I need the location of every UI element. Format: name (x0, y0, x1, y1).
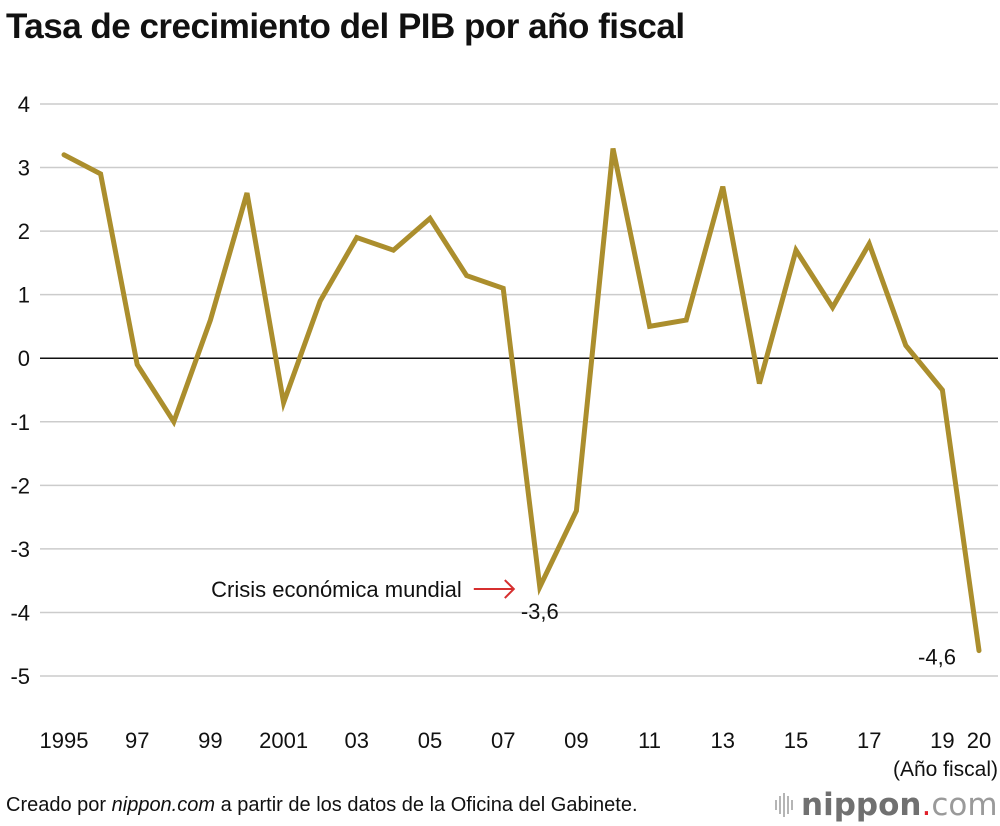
logo-wordmark: nippon.com (801, 787, 998, 823)
logo-tld: com (931, 787, 998, 823)
nippon-logo: nippon.com (775, 787, 998, 823)
chart-title: Tasa de crecimiento del PIB por año fisc… (6, 7, 685, 46)
y-axis-ticks: 4 3 2 1 0 -1 -2 -3 -4 -5 (10, 92, 30, 689)
source-prefix: Creado por (6, 794, 112, 816)
y-tick-label: 1 (18, 283, 30, 308)
y-tick-label: -4 (10, 600, 30, 625)
line-chart: 4 3 2 1 0 -1 -2 -3 -4 -5 1995 97 99 2001 03 05 07 09 11 13… (10, 92, 998, 781)
x-tick-label: 11 (638, 728, 661, 753)
series-line-gdp-growth (61, 147, 982, 654)
y-tick-label: -3 (10, 537, 30, 562)
y-tick-label: 3 (18, 156, 30, 181)
x-tick-label: 97 (125, 728, 149, 753)
arrow-right-icon (504, 579, 516, 599)
y-tick-label: -2 (10, 473, 30, 498)
x-tick-label: 15 (784, 728, 808, 753)
x-tick-label: 13 (711, 728, 735, 753)
y-tick-label: 4 (18, 92, 30, 117)
source-note: Creado por nippon.com a partir de los da… (6, 793, 638, 817)
logo-dot: . (921, 787, 932, 823)
x-tick-label: 1995 (40, 728, 89, 753)
sound-bars-icon (775, 791, 793, 819)
x-tick-label: 07 (491, 728, 515, 753)
y-tick-label: 2 (18, 219, 30, 244)
source-suffix: a partir de los datos de la Oficina del … (215, 794, 638, 816)
x-tick-label: 03 (345, 728, 369, 753)
y-tick-label: -5 (10, 664, 30, 689)
data-label: -4,6 (918, 645, 956, 670)
y-tick-label: 0 (18, 346, 30, 371)
x-tick-label: 99 (198, 728, 222, 753)
x-tick-label: 05 (418, 728, 442, 753)
source-site: nippon.com (111, 794, 216, 816)
annotations: -3,6 -4,6 Crisis económica mundial (211, 577, 956, 670)
series-layer (61, 147, 982, 654)
y-tick-label: -1 (10, 410, 30, 435)
x-tick-label: 20 (967, 728, 991, 753)
annotation-label: Crisis económica mundial (211, 577, 462, 602)
logo-brand: nippon (801, 787, 922, 823)
x-tick-label: 09 (564, 728, 588, 753)
x-tick-label: 17 (857, 728, 881, 753)
x-axis-label: (Año fiscal) (893, 758, 998, 781)
x-tick-label: 2001 (259, 728, 308, 753)
data-label: -3,6 (521, 599, 559, 624)
x-axis-ticks: 1995 97 99 2001 03 05 07 09 11 13 15 17 19 20 (40, 728, 992, 753)
x-tick-label: 19 (930, 728, 954, 753)
